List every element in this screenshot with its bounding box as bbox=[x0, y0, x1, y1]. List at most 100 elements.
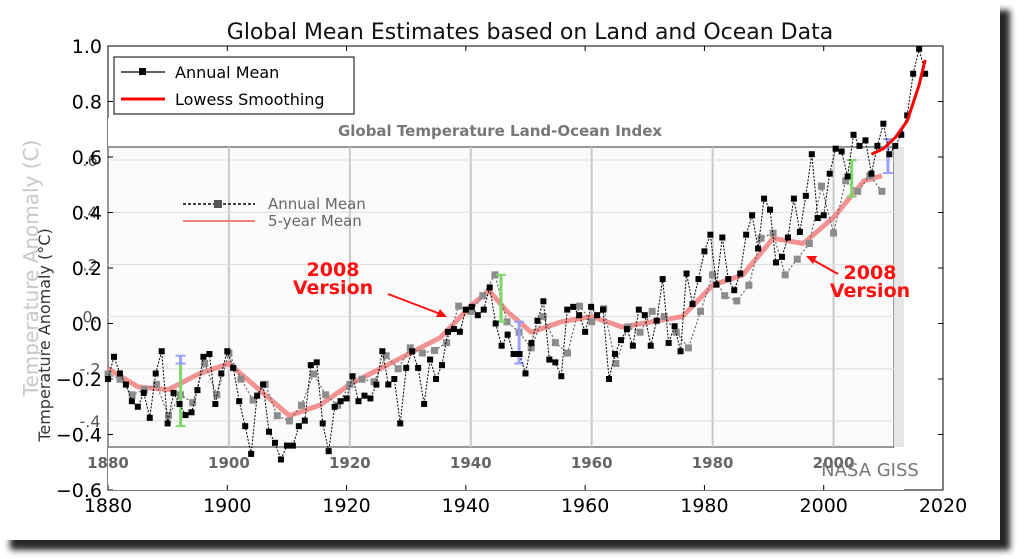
inset-y-tick-label: .6 bbox=[82, 151, 97, 170]
annual-mean-point bbox=[528, 339, 535, 346]
annual-mean-point bbox=[182, 412, 189, 419]
annual-mean-line bbox=[107, 48, 926, 461]
annual-mean-point bbox=[832, 145, 839, 152]
annual-mean-point bbox=[886, 151, 893, 158]
inset-x-tick-label: 1900 bbox=[208, 454, 250, 472]
chart-canvas: Global Mean Estimates based on Land and … bbox=[19, 20, 967, 517]
annual-mean-point bbox=[313, 359, 320, 366]
annual-mean-point bbox=[206, 351, 213, 358]
annual-mean-point bbox=[116, 370, 123, 377]
inset-legend-5yr-label: 5-year Mean bbox=[268, 212, 362, 230]
annual-mean-point bbox=[540, 298, 547, 305]
annual-mean-point bbox=[719, 234, 726, 241]
version-label-right-year: 2008 bbox=[844, 262, 897, 284]
annual-mean-point bbox=[701, 248, 708, 255]
annual-mean-point bbox=[576, 312, 583, 319]
annual-mean-point bbox=[367, 395, 374, 402]
inset-annual-point bbox=[479, 292, 487, 300]
annual-mean-point bbox=[546, 356, 553, 363]
annual-mean-point bbox=[600, 306, 607, 313]
annual-mean-point bbox=[498, 342, 505, 349]
annual-mean-point bbox=[623, 326, 630, 333]
main-x-tick-label: 2000 bbox=[800, 495, 848, 517]
annual-mean-point bbox=[212, 400, 219, 407]
inset-annual-point bbox=[152, 380, 160, 388]
inset-x-tick-label: 1980 bbox=[692, 454, 734, 472]
annual-mean-point bbox=[337, 398, 344, 405]
inset-annual-point bbox=[709, 271, 717, 279]
inset-y-tick-label: -.4 bbox=[79, 412, 100, 431]
inset-annual-point bbox=[793, 255, 801, 263]
annual-mean-point bbox=[277, 456, 284, 463]
inset-annual-point bbox=[769, 229, 777, 237]
inset-legend-annual-label: Annual Mean bbox=[268, 195, 366, 213]
annual-mean-point bbox=[200, 353, 207, 360]
main-y-ticks: −0.6 −0.4 −0.2 0.0 0.2 0.4 0.6 0.8 1.0 bbox=[56, 36, 943, 502]
annual-mean-point bbox=[522, 370, 529, 377]
inset-annual-point bbox=[564, 349, 572, 357]
annual-mean-point bbox=[134, 403, 141, 410]
annual-mean-point bbox=[725, 276, 732, 283]
inset-annual-point bbox=[648, 307, 656, 315]
main-y-tick-label: 0.6 bbox=[72, 147, 102, 169]
inset-legend-annual-marker bbox=[214, 200, 222, 208]
main-y-tick-label: 1.0 bbox=[72, 36, 102, 58]
annual-mean-point bbox=[373, 381, 380, 388]
inset-annual-point bbox=[576, 302, 584, 310]
annual-mean-point bbox=[743, 231, 750, 238]
annual-mean-point bbox=[617, 337, 624, 344]
annual-mean-point bbox=[462, 306, 469, 313]
annual-mean-point bbox=[904, 112, 911, 119]
version-label-left-year: 2008 bbox=[307, 259, 360, 281]
inset-annual-point bbox=[878, 187, 886, 195]
inset-annual-point bbox=[697, 307, 705, 315]
annual-mean-point bbox=[474, 312, 481, 319]
annual-mean-point bbox=[844, 173, 851, 180]
annual-mean-point bbox=[647, 342, 654, 349]
version-label-right-word: Version bbox=[830, 280, 910, 302]
annual-mean-point bbox=[486, 284, 493, 291]
inset-y-ticks: .6 .4 .2 0. -.2 -.4 bbox=[79, 151, 100, 431]
annual-mean-point bbox=[790, 195, 797, 202]
annual-mean-point bbox=[731, 287, 738, 294]
main-y-tick-label: −0.6 bbox=[56, 480, 102, 502]
version-arrowhead-left bbox=[436, 309, 447, 317]
annual-mean-point bbox=[295, 423, 302, 430]
annual-mean-point bbox=[325, 448, 332, 455]
annual-mean-point bbox=[272, 439, 278, 446]
main-y-tick-label: 0.2 bbox=[72, 258, 102, 280]
annual-mean-point bbox=[910, 70, 917, 77]
inset-annual-point bbox=[503, 318, 511, 326]
inset-annual-point bbox=[491, 271, 499, 279]
annual-mean-point bbox=[695, 276, 702, 283]
inset-title: Global Temperature Land-Ocean Index bbox=[338, 122, 662, 140]
annual-mean-point bbox=[880, 120, 887, 127]
annual-mean-point bbox=[343, 395, 350, 402]
annual-mean-point bbox=[850, 131, 857, 138]
inset-annual-point bbox=[733, 297, 741, 305]
inset-annual-point bbox=[745, 281, 753, 289]
annual-mean-point bbox=[450, 326, 457, 333]
annual-mean-point bbox=[802, 192, 809, 199]
main-y-tick-label: −0.2 bbox=[56, 369, 102, 391]
inset-y-tick-label: .2 bbox=[82, 255, 97, 274]
annual-mean-point bbox=[379, 348, 386, 355]
inset-annual-point bbox=[612, 360, 620, 368]
main-y-tick-label: −0.4 bbox=[56, 425, 102, 447]
annual-mean-point bbox=[761, 195, 768, 202]
annual-mean-point bbox=[594, 312, 601, 319]
inset-annual-point bbox=[285, 417, 293, 425]
inset-annual-point bbox=[116, 375, 124, 383]
version-annotation-right: 2008 Version bbox=[806, 256, 910, 302]
annual-mean-point bbox=[224, 348, 231, 355]
inset-legend: Annual Mean 5-year Mean bbox=[183, 195, 366, 230]
annual-mean-point bbox=[456, 328, 463, 335]
annual-mean-point bbox=[260, 381, 267, 388]
annual-mean-point bbox=[194, 387, 201, 394]
inset-y-axis-label: Temperature Anomaly (°C) bbox=[35, 228, 54, 442]
inset-annual-point bbox=[322, 391, 330, 399]
inset-annual-point bbox=[394, 365, 402, 373]
annual-mean-point bbox=[105, 376, 111, 382]
main-y-tick-label: 0.0 bbox=[72, 314, 102, 336]
annual-mean-point bbox=[558, 373, 565, 380]
